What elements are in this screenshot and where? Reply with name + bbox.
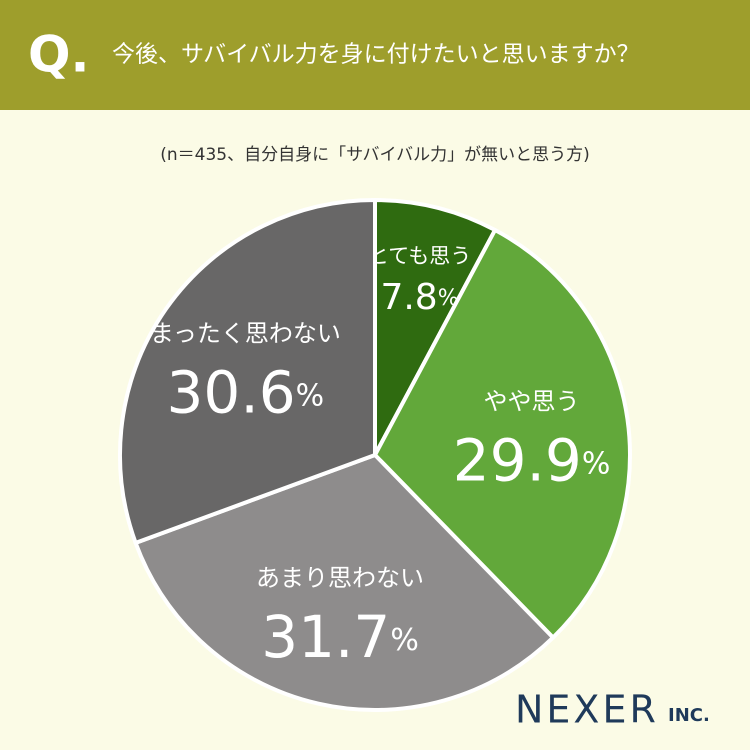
value-label: 30.6% [167, 359, 325, 427]
question: 今後、サバイバル力を身に付けたいと思いますか？ [112, 42, 640, 68]
slice-label: やや思う [484, 388, 580, 416]
slice-label: とても思う [368, 244, 471, 268]
header-band [0, 0, 750, 110]
slice [118, 198, 377, 545]
logo-suffix: INC. [668, 705, 710, 726]
slice-label: まったく思わない [150, 319, 341, 347]
slice [133, 453, 556, 712]
logo-name: NEXER [515, 688, 659, 732]
slice [373, 198, 498, 457]
slice [373, 228, 632, 640]
badge: Q. [28, 26, 90, 84]
subtitle: (n＝435、自分自身に「サバイバル力」が無いと思う方) [160, 145, 589, 165]
value-label: 29.9% [453, 427, 611, 495]
slice-label: あまり思わない [256, 564, 424, 592]
value-label: 31.7% [261, 603, 419, 671]
pie: とても思う7.8%やや思う29.9%あまり思わない31.7%まったく思わない30… [118, 198, 632, 712]
